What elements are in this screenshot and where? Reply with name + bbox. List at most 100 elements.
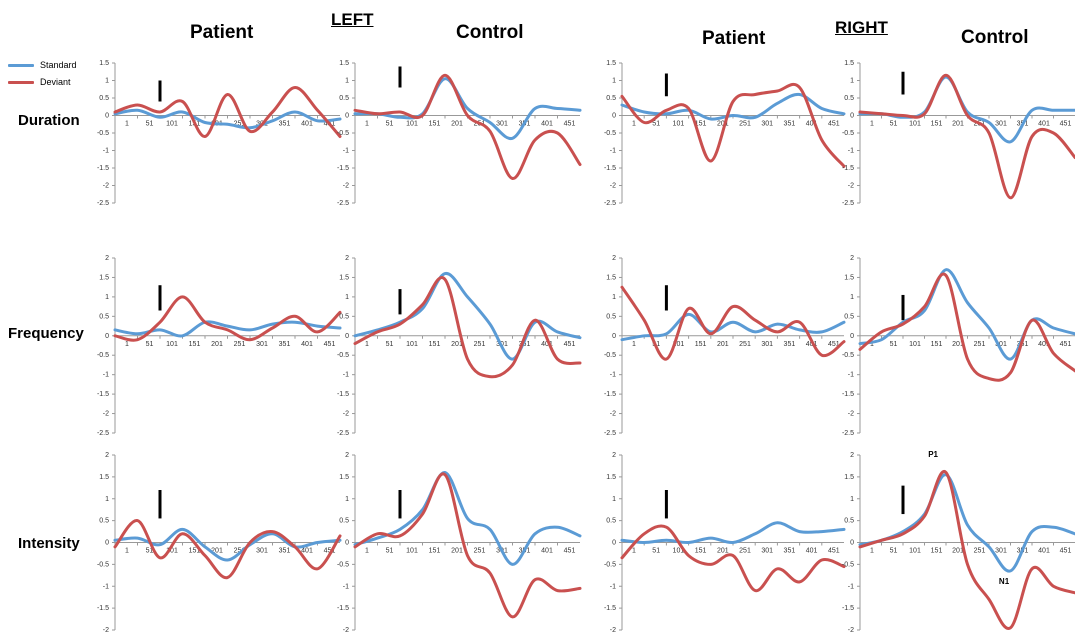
y-tick-label: -2 bbox=[343, 411, 349, 418]
y-tick-label: -2 bbox=[103, 627, 109, 634]
y-tick-label: 1 bbox=[345, 496, 349, 503]
chart-panel-frequency-left-control: 21.510.50-0.5-1-1.5-2-2.51 51 101 151 201 251… bbox=[337, 255, 582, 437]
y-tick-label: -1.5 bbox=[604, 391, 616, 398]
x-tick-label: 151 bbox=[189, 341, 201, 348]
y-tick-label: 1.5 bbox=[99, 474, 109, 481]
y-tick-label: 0 bbox=[105, 540, 109, 547]
y-tick-label: -1 bbox=[343, 372, 349, 379]
x-tick-label: 251 bbox=[234, 121, 246, 128]
series-line-deviant bbox=[858, 272, 1075, 382]
series-line-standard bbox=[353, 471, 582, 566]
y-tick-label: 1.5 bbox=[606, 474, 616, 481]
chart-panel-duration-right-patient: 1.510.50-0.5-1-1.5-2-2.51 51 101 151 201 251 3… bbox=[604, 60, 846, 207]
x-tick-label: 151 bbox=[695, 341, 707, 348]
x-tick-label: 151 bbox=[429, 121, 441, 128]
x-tick-label: 101 bbox=[673, 341, 685, 348]
x-tick-label: 1 bbox=[125, 121, 129, 128]
y-tick-label: -1 bbox=[103, 372, 109, 379]
x-tick-label: 51 bbox=[386, 548, 394, 555]
y-tick-label: 1 bbox=[345, 294, 349, 301]
legend-swatch-standard bbox=[8, 63, 34, 67]
y-tick-label: -1 bbox=[610, 583, 616, 590]
x-tick-label: 51 bbox=[890, 548, 898, 555]
header-right-control: Control bbox=[961, 27, 1029, 48]
y-tick-label: -2 bbox=[610, 183, 616, 190]
y-tick-label: -0.5 bbox=[604, 561, 616, 568]
x-tick-label: 251 bbox=[739, 121, 751, 128]
y-tick-label: -2.5 bbox=[337, 430, 349, 437]
series-line-standard bbox=[113, 320, 342, 338]
x-tick-label: 101 bbox=[673, 548, 685, 555]
y-tick-label: 1 bbox=[105, 78, 109, 85]
y-tick-label: -2 bbox=[848, 183, 854, 190]
y-tick-label: 1 bbox=[612, 496, 616, 503]
x-tick-label: 101 bbox=[406, 341, 418, 348]
y-tick-label: 1 bbox=[850, 78, 854, 85]
y-tick-label: -2 bbox=[343, 627, 349, 634]
chart-panel-frequency-right-control: 21.510.50-0.5-1-1.5-2-2.51 51 101 151 201 251… bbox=[842, 255, 1075, 437]
y-tick-label: -2 bbox=[610, 411, 616, 418]
x-tick-label: 151 bbox=[931, 341, 943, 348]
y-tick-label: 2 bbox=[345, 255, 349, 262]
y-tick-label: 0.5 bbox=[844, 313, 854, 320]
x-tick-label: 51 bbox=[386, 121, 394, 128]
x-tick-label: 301 bbox=[995, 121, 1007, 128]
x-tick-label: 301 bbox=[761, 121, 773, 128]
row-label-intensity: Intensity bbox=[18, 535, 80, 552]
x-tick-label: 201 bbox=[717, 341, 729, 348]
x-tick-label: 301 bbox=[761, 548, 773, 555]
x-tick-label: 201 bbox=[717, 121, 729, 128]
chart-panel-intensity-right-patient: 21.510.50-0.5-1-1.5-21 51 101 151 201 251 301 3… bbox=[604, 452, 846, 634]
x-tick-label: 151 bbox=[695, 121, 707, 128]
legend: Standard Deviant bbox=[8, 58, 77, 92]
y-tick-label: 2 bbox=[612, 255, 616, 262]
y-tick-label: -0.5 bbox=[97, 130, 109, 137]
annotation-p1: P1 bbox=[928, 450, 938, 459]
x-tick-label: 1 bbox=[870, 341, 874, 348]
chart-panel-intensity-right-control: 21.510.50-0.5-1-1.5-21 51 101 151 201 251 301 3… bbox=[842, 450, 1075, 634]
x-tick-label: 51 bbox=[890, 121, 898, 128]
x-tick-label: 101 bbox=[909, 341, 921, 348]
y-tick-label: -1.5 bbox=[842, 605, 854, 612]
x-tick-label: 101 bbox=[909, 548, 921, 555]
x-tick-label: 301 bbox=[256, 548, 268, 555]
x-tick-label: 101 bbox=[673, 121, 685, 128]
x-tick-label: 401 bbox=[806, 341, 818, 348]
x-tick-label: 351 bbox=[279, 548, 291, 555]
x-tick-label: 101 bbox=[909, 121, 921, 128]
y-tick-label: 1.5 bbox=[339, 274, 349, 281]
y-tick-label: 1 bbox=[850, 294, 854, 301]
x-tick-label: 251 bbox=[234, 341, 246, 348]
legend-label-standard: Standard bbox=[40, 60, 77, 70]
x-tick-label: 151 bbox=[429, 548, 441, 555]
x-tick-label: 401 bbox=[541, 341, 553, 348]
x-tick-label: 401 bbox=[301, 121, 313, 128]
series-line-deviant bbox=[858, 73, 1075, 200]
chart-panel-duration-left-control: 1.510.50-0.5-1-1.5-2-2.51 51 101 151 201 251 3… bbox=[337, 60, 582, 207]
x-tick-label: 451 bbox=[564, 121, 576, 128]
y-tick-label: 0.5 bbox=[606, 313, 616, 320]
x-tick-label: 1 bbox=[365, 121, 369, 128]
series-line-standard bbox=[113, 108, 342, 130]
x-tick-label: 1 bbox=[365, 548, 369, 555]
y-tick-label: 0 bbox=[105, 333, 109, 340]
y-tick-label: -0.5 bbox=[604, 352, 616, 359]
y-tick-label: 2 bbox=[850, 452, 854, 459]
header-left-control: Control bbox=[456, 22, 524, 43]
y-tick-label: 1.5 bbox=[339, 60, 349, 67]
series-line-standard bbox=[620, 521, 846, 545]
y-tick-label: 2 bbox=[850, 255, 854, 262]
header-right-patient: Patient bbox=[702, 28, 766, 49]
y-tick-label: 0 bbox=[612, 540, 616, 547]
x-tick-label: 451 bbox=[828, 548, 840, 555]
y-tick-label: 1.5 bbox=[99, 60, 109, 67]
series-line-standard bbox=[858, 473, 1075, 573]
y-tick-label: -1.5 bbox=[842, 165, 854, 172]
x-tick-label: 1 bbox=[632, 341, 636, 348]
series-line-deviant bbox=[113, 295, 342, 342]
y-tick-label: 1 bbox=[850, 496, 854, 503]
series-line-deviant bbox=[113, 519, 342, 580]
y-tick-label: -1 bbox=[103, 583, 109, 590]
y-tick-label: 2 bbox=[612, 452, 616, 459]
x-tick-label: 201 bbox=[717, 548, 729, 555]
